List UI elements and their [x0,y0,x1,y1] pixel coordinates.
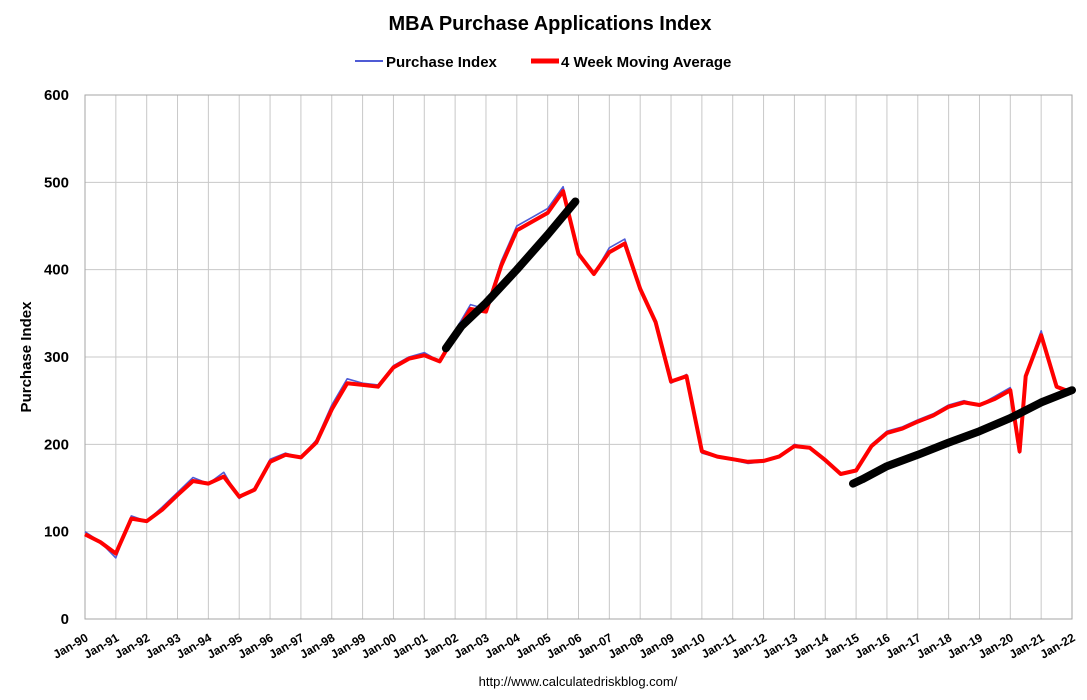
x-axis-ticks: Jan-90Jan-91Jan-92Jan-93Jan-94Jan-95Jan-… [51,630,1078,661]
trend-line-1 [441,197,580,353]
chart-title: MBA Purchase Applications Index [388,13,711,35]
series-line-moving-average [84,189,1067,556]
series-layer [84,185,1067,559]
y-tick-label: 400 [44,262,69,279]
y-axis-ticks: 0 100 200 300 400 500 600 [44,87,69,628]
y-tick-label: 200 [44,436,69,453]
source-url: http://www.calculatedriskblog.com/ [479,674,678,689]
legend-label-moving-average: 4 Week Moving Average [561,54,731,71]
x-tick-label: Jan-10 [667,630,707,661]
x-tick-label: Jan-22 [1038,630,1078,661]
y-axis-label: Purchase Index [18,301,35,413]
legend: Purchase Index 4 Week Moving Average [355,54,731,71]
y-tick-label: 500 [44,174,69,191]
y-tick-label: 100 [44,524,69,541]
trend-line-2 [849,386,1076,488]
legend-label-purchase-index: Purchase Index [386,54,498,71]
y-tick-label: 600 [44,87,69,104]
y-tick-label: 0 [61,611,69,628]
trend-layer [441,197,1076,488]
y-tick-label: 300 [44,349,69,366]
grid [84,94,1073,620]
plot-area-border [84,94,1073,620]
